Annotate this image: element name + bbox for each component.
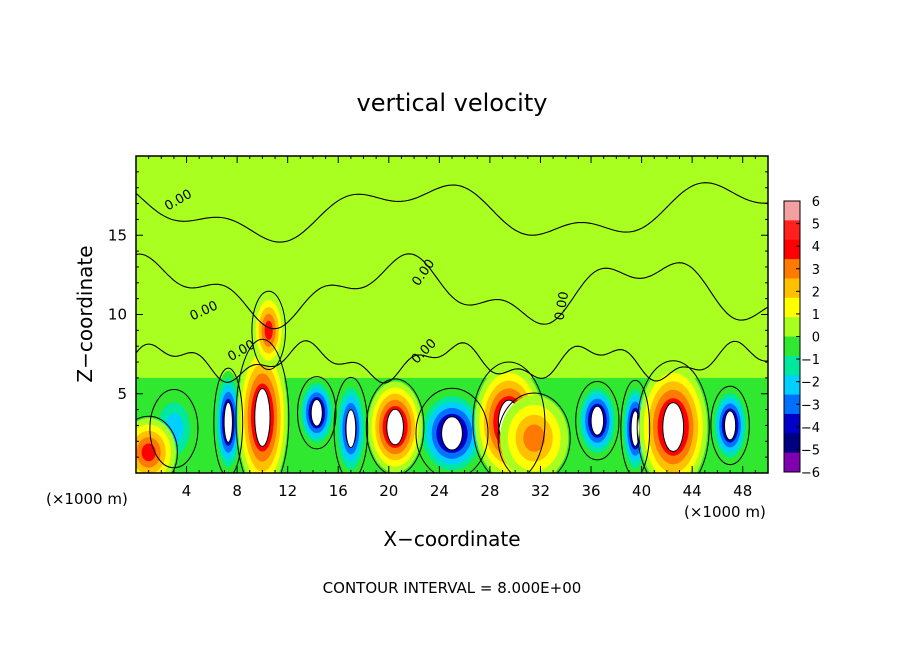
downdraft-cell — [334, 380, 367, 473]
x-tick-label: 40 — [632, 482, 651, 500]
downdraft-cell-core — [590, 405, 605, 436]
colorbar-tick-label: −2 — [801, 376, 820, 391]
downdraft-cell — [711, 388, 749, 463]
x-tick-label: 4 — [182, 482, 192, 500]
colorbar-swatch — [784, 433, 800, 454]
downdraft-cell-core — [345, 409, 357, 448]
y-axis-label: Z−coordinate — [73, 245, 97, 382]
colorbar-swatch — [784, 317, 800, 337]
contour-line — [136, 340, 768, 384]
colorbar-tick-label: −4 — [801, 421, 820, 436]
contour-line — [235, 338, 290, 473]
colorbar-swatch — [784, 201, 800, 221]
downdraft-cell — [298, 378, 335, 448]
contour-line — [136, 182, 768, 243]
colorbar-swatch — [784, 259, 800, 279]
colorbar-swatch — [784, 413, 800, 434]
updraft-cell-band — [264, 320, 273, 340]
downdraft-cell — [576, 383, 618, 458]
updraft-cell-core — [386, 408, 404, 446]
updraft-cell-core — [254, 388, 271, 447]
updraft-cell-band — [141, 443, 156, 462]
x-tick-label: 28 — [480, 482, 499, 500]
x-tick-label: 48 — [733, 482, 752, 500]
colorbar-swatch — [784, 297, 800, 318]
updraft-cell-band — [523, 424, 546, 452]
x-tick-label: 24 — [430, 482, 449, 500]
colorbar-tick-label: 2 — [812, 285, 820, 300]
x-unit-label: (×1000 m) — [684, 503, 766, 521]
colorbar-tick-label: 1 — [812, 308, 820, 323]
colorbar-swatch — [784, 355, 800, 376]
downdraft-cell-core — [724, 410, 737, 441]
colorbar-tick-label: 0 — [812, 331, 820, 346]
updraft-cell — [367, 381, 423, 473]
contour-line — [497, 392, 571, 473]
colorbar-tick-label: 4 — [812, 240, 820, 255]
updraft-cell — [639, 364, 708, 473]
x-tick-label: 32 — [531, 482, 550, 500]
x-axis-ticks: 4 8 12 16 20 24 28 32 36 40 44 48 — [148, 156, 756, 500]
contour-line — [620, 379, 651, 473]
x-tick-label: 12 — [278, 482, 297, 500]
downdraft-cell — [417, 390, 487, 473]
y-unit-label: (×1000 m) — [46, 490, 128, 508]
x-tick-label: 8 — [232, 482, 242, 500]
chart-title: vertical velocity — [357, 89, 548, 117]
x-axis-label: X−coordinate — [383, 527, 520, 551]
contour-lines — [136, 182, 768, 473]
colorbar-swatch — [784, 375, 800, 396]
colorbar-swatch — [784, 336, 800, 357]
updraft-cell — [237, 343, 288, 473]
updraft-cell — [500, 395, 569, 473]
x-tick-label: 36 — [581, 482, 600, 500]
y-axis-ticks: 5 10 15 — [108, 171, 768, 458]
downdraft-cell-core — [223, 401, 233, 443]
velocity-field — [136, 156, 768, 473]
contour-interval-note: CONTOUR INTERVAL = 8.000E+00 — [323, 579, 582, 597]
contour-line — [365, 378, 425, 473]
contour-line — [136, 415, 178, 473]
colorbar-tick-label: −6 — [801, 466, 820, 481]
colorbar-tick-label: 5 — [812, 218, 820, 233]
contour-line — [149, 388, 199, 469]
colorbar-swatch — [784, 452, 800, 473]
x-tick-label: 20 — [379, 482, 398, 500]
contour-line — [472, 361, 546, 473]
contour-line — [636, 360, 710, 473]
colorbar-swatch — [784, 220, 800, 241]
contour-line — [213, 367, 244, 473]
colorbar-tick-label: −5 — [801, 443, 820, 458]
colorbar-tick-label: −1 — [801, 353, 820, 368]
contour-line — [575, 381, 620, 461]
colorbar-tick-label: 6 — [812, 195, 820, 210]
colorbar-swatch — [784, 278, 800, 299]
contour-line — [251, 290, 287, 370]
contour-line — [297, 376, 337, 450]
contour-line — [415, 387, 489, 473]
contour-line — [136, 253, 768, 330]
y-tick-label: 10 — [108, 306, 127, 324]
contour-line — [710, 385, 750, 466]
x-tick-label: 16 — [329, 482, 348, 500]
contour-line — [333, 376, 369, 473]
colorbar: 6 5 4 3 2 1 0 −1 −2 −3 −4 −5 −6 — [783, 195, 820, 481]
downdraft-cell-core — [441, 416, 463, 451]
contour-label: 0.00 — [552, 290, 572, 321]
y-tick-label: 5 — [117, 385, 127, 403]
colorbar-tick-label: 3 — [812, 263, 820, 278]
downdraft-cell-core — [310, 398, 323, 427]
updraft-cell — [252, 293, 285, 368]
updraft-cell — [136, 418, 176, 473]
colorbar-tick-label: −3 — [801, 398, 820, 413]
colorbar-swatch — [784, 394, 800, 415]
y-tick-label: 15 — [108, 226, 127, 244]
x-tick-label: 44 — [683, 482, 702, 500]
colorbar-swatch — [784, 239, 800, 260]
updraft-cell-core — [662, 402, 685, 452]
downdraft-cell — [214, 370, 242, 473]
